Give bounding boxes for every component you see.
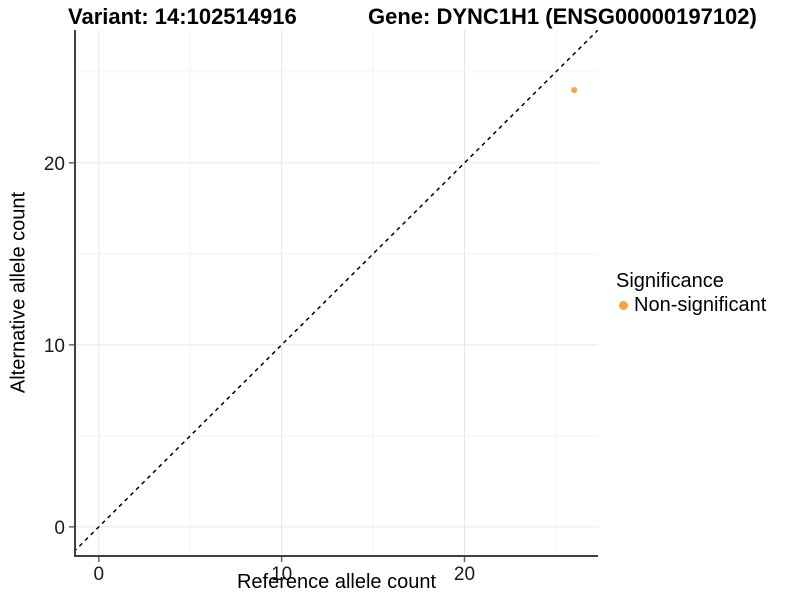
x-axis-title: Reference allele count [236, 571, 436, 593]
x-tick-label: 10 [271, 564, 292, 585]
data-point [571, 86, 578, 94]
y-tick-label: 10 [44, 336, 65, 357]
legend: Significance Non-significant [614, 270, 767, 316]
legend-item: Non-significant [614, 293, 767, 316]
x-tick-label: 0 [93, 564, 104, 585]
plot-title-gene: Gene: DYNC1H1 (ENSG00000197102) [368, 4, 757, 29]
x-tick-label: 20 [454, 564, 475, 585]
plot-title-variant: Variant: 14:102514916 [68, 4, 297, 29]
y-tick-label: 20 [44, 154, 65, 175]
legend-swatch-dot [619, 300, 628, 310]
y-axis-title: Alternative allele count [7, 191, 30, 394]
legend-item-label: Non-significant [634, 293, 767, 316]
y-tick-label: 0 [54, 518, 65, 539]
legend-title: Significance [616, 270, 724, 292]
identity-reference-line [75, 30, 598, 552]
